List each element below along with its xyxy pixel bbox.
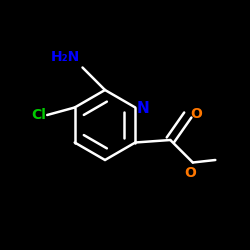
Text: N: N <box>136 101 149 116</box>
Text: O: O <box>190 107 202 121</box>
Text: Cl: Cl <box>31 108 46 122</box>
Text: O: O <box>184 166 196 180</box>
Text: H₂N: H₂N <box>51 50 80 64</box>
